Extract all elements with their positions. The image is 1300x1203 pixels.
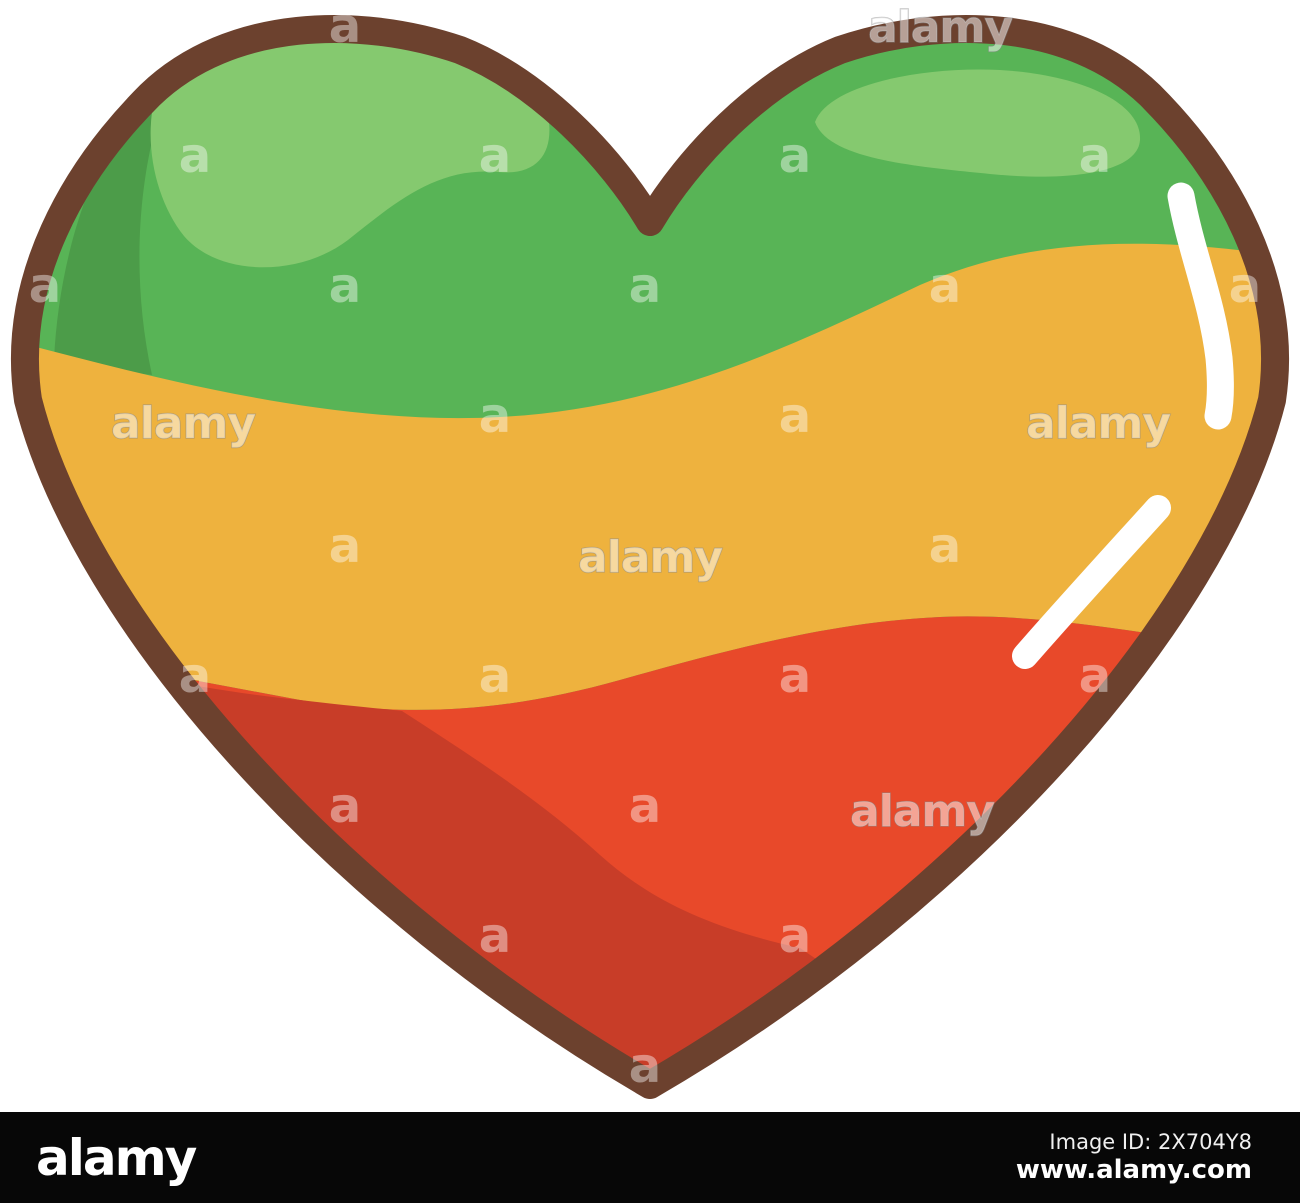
watermark-letter: a (929, 1038, 961, 1094)
watermark-letter: a (1229, 258, 1261, 314)
watermark-letter: a (629, 0, 661, 54)
image-id-text: Image ID: 2X704Y8 (1049, 1129, 1252, 1154)
watermark-letter: a (329, 778, 361, 834)
watermark-word: alamy (850, 786, 994, 837)
watermark-letter: a (329, 518, 361, 574)
watermark-letter: a (779, 128, 811, 184)
watermark-letter: a (329, 258, 361, 314)
footer-bar: alamy Image ID: 2X704Y8 www.alamy.com (0, 1112, 1300, 1203)
watermark-letter: a (779, 908, 811, 964)
heart-outline (10, 15, 1290, 1099)
gloss-streak-lower (1012, 495, 1171, 669)
watermark-letter: a (329, 1038, 361, 1094)
footer-meta: Image ID: 2X704Y8 www.alamy.com (1016, 1129, 1252, 1186)
watermark-letter: a (1229, 1038, 1261, 1094)
watermark-letter: a (929, 518, 961, 574)
watermark-letter: a (29, 258, 61, 314)
watermark-letter: a (779, 648, 811, 704)
watermark-letter: a (1079, 128, 1111, 184)
watermark-letter: a (29, 518, 61, 574)
watermark-word: alamy (578, 532, 722, 583)
gloss-highlight-left (150, 37, 550, 268)
watermark-letter: a (29, 0, 61, 54)
watermark-letter: a (1079, 648, 1111, 704)
watermark-letter: a (629, 1038, 661, 1094)
watermark-letter: a (179, 908, 211, 964)
gloss-streak-upper (1167, 182, 1234, 430)
watermark-letter: a (1079, 908, 1111, 964)
yellow-stripe (24, 243, 1276, 710)
watermark-letter: a (479, 908, 511, 964)
watermark-letter: a (29, 1038, 61, 1094)
watermark-letter: a (29, 778, 61, 834)
watermark-letter: a (629, 258, 661, 314)
watermark-letter: a (479, 388, 511, 444)
alamy-url-text: www.alamy.com (1015, 1155, 1252, 1186)
gloss-highlight-right (815, 69, 1141, 177)
watermark-letter: a (929, 258, 961, 314)
alamy-logo: alamy (36, 1128, 197, 1187)
watermark-letter: a (1229, 518, 1261, 574)
watermark-word: alamy (1026, 398, 1170, 449)
watermark-word: alamy (111, 398, 255, 449)
watermark-letter: a (329, 0, 361, 54)
watermark-layer: a a a a alamy a a a a a a a a a alamy a … (29, 0, 1261, 1094)
watermark-letter: a (479, 128, 511, 184)
watermark-letter: a (479, 648, 511, 704)
watermark-letter: a (629, 778, 661, 834)
watermark-letter: a (779, 388, 811, 444)
watermark-letter: a (179, 648, 211, 704)
watermark-word: alamy (868, 2, 1012, 53)
watermark-letter: a (179, 128, 211, 184)
watermark-letter: a (1229, 778, 1261, 834)
watermark-letter: a (1229, 0, 1261, 54)
